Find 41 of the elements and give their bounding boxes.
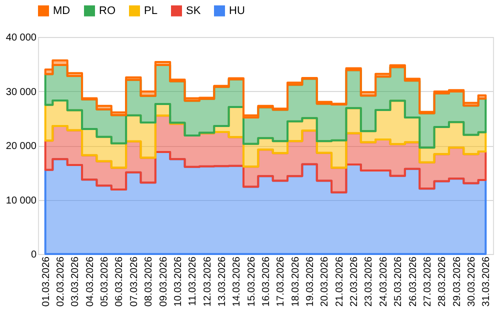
x-tick-label: 23.03.2026 (364, 256, 375, 307)
x-tick-label: 24.03.2026 (378, 256, 390, 307)
y-tick-label: 0 (30, 250, 37, 260)
x-tick-label: 06.03.2026 (114, 256, 126, 307)
y-tick-label: 10 000 (6, 195, 37, 206)
x-tick-label: 05.03.2026 (100, 256, 111, 307)
y-tick-label: 30 000 (6, 86, 37, 98)
legend-label: SK (186, 4, 202, 17)
x-tick-label: 03.03.2026 (70, 256, 82, 307)
x-tick-label: 25.03.2026 (393, 256, 404, 307)
x-tick-label: 20.03.2026 (320, 256, 331, 307)
x-tick-label: 04.03.2026 (84, 256, 96, 307)
x-tick-label: 11.03.2026 (188, 256, 199, 306)
y-tick-label: 20 000 (6, 141, 37, 152)
x-tick-label: 07.03.2026 (128, 256, 140, 307)
legend-label: RO (99, 4, 116, 17)
x-tick-label: 08.03.2026 (144, 256, 155, 307)
x-tick-label: 01.03.2026 (40, 256, 52, 307)
x-tick-label: 15.03.2026 (246, 256, 258, 307)
x-tick-label: 26.03.2026 (408, 256, 419, 307)
x-tick-label: 13.03.2026 (216, 256, 228, 307)
y-tick-label: 40 000 (6, 32, 37, 44)
x-tick-label: 19.03.2026 (305, 256, 316, 307)
x-tick-label: 22.03.2026 (349, 256, 360, 307)
x-tick-label: 12.03.2026 (202, 256, 214, 307)
x-tick-label: 17.03.2026 (276, 256, 287, 307)
x-tick-label: 28.03.2026 (437, 256, 448, 307)
x-tick-label: 21.03.2026 (334, 256, 346, 307)
x-tick-label: 16.03.2026 (261, 256, 272, 307)
legend-label: MD (53, 4, 70, 17)
x-tick-label: 30.03.2026 (466, 256, 478, 307)
legend-label: HU (229, 4, 245, 17)
x-tick-label: 29.03.2026 (452, 256, 463, 307)
x-tick-label: 10.03.2026 (172, 256, 184, 307)
x-tick-label: 31.03.2026 (481, 256, 492, 307)
x-tick-label: 14.03.2026 (232, 256, 243, 307)
x-tick-label: 18.03.2026 (290, 256, 302, 307)
x-tick-label: 02.03.2026 (56, 256, 67, 307)
x-tick-label: 09.03.2026 (158, 256, 170, 307)
legend-label: PL (144, 4, 158, 17)
x-tick-label: 27.03.2026 (422, 256, 434, 307)
